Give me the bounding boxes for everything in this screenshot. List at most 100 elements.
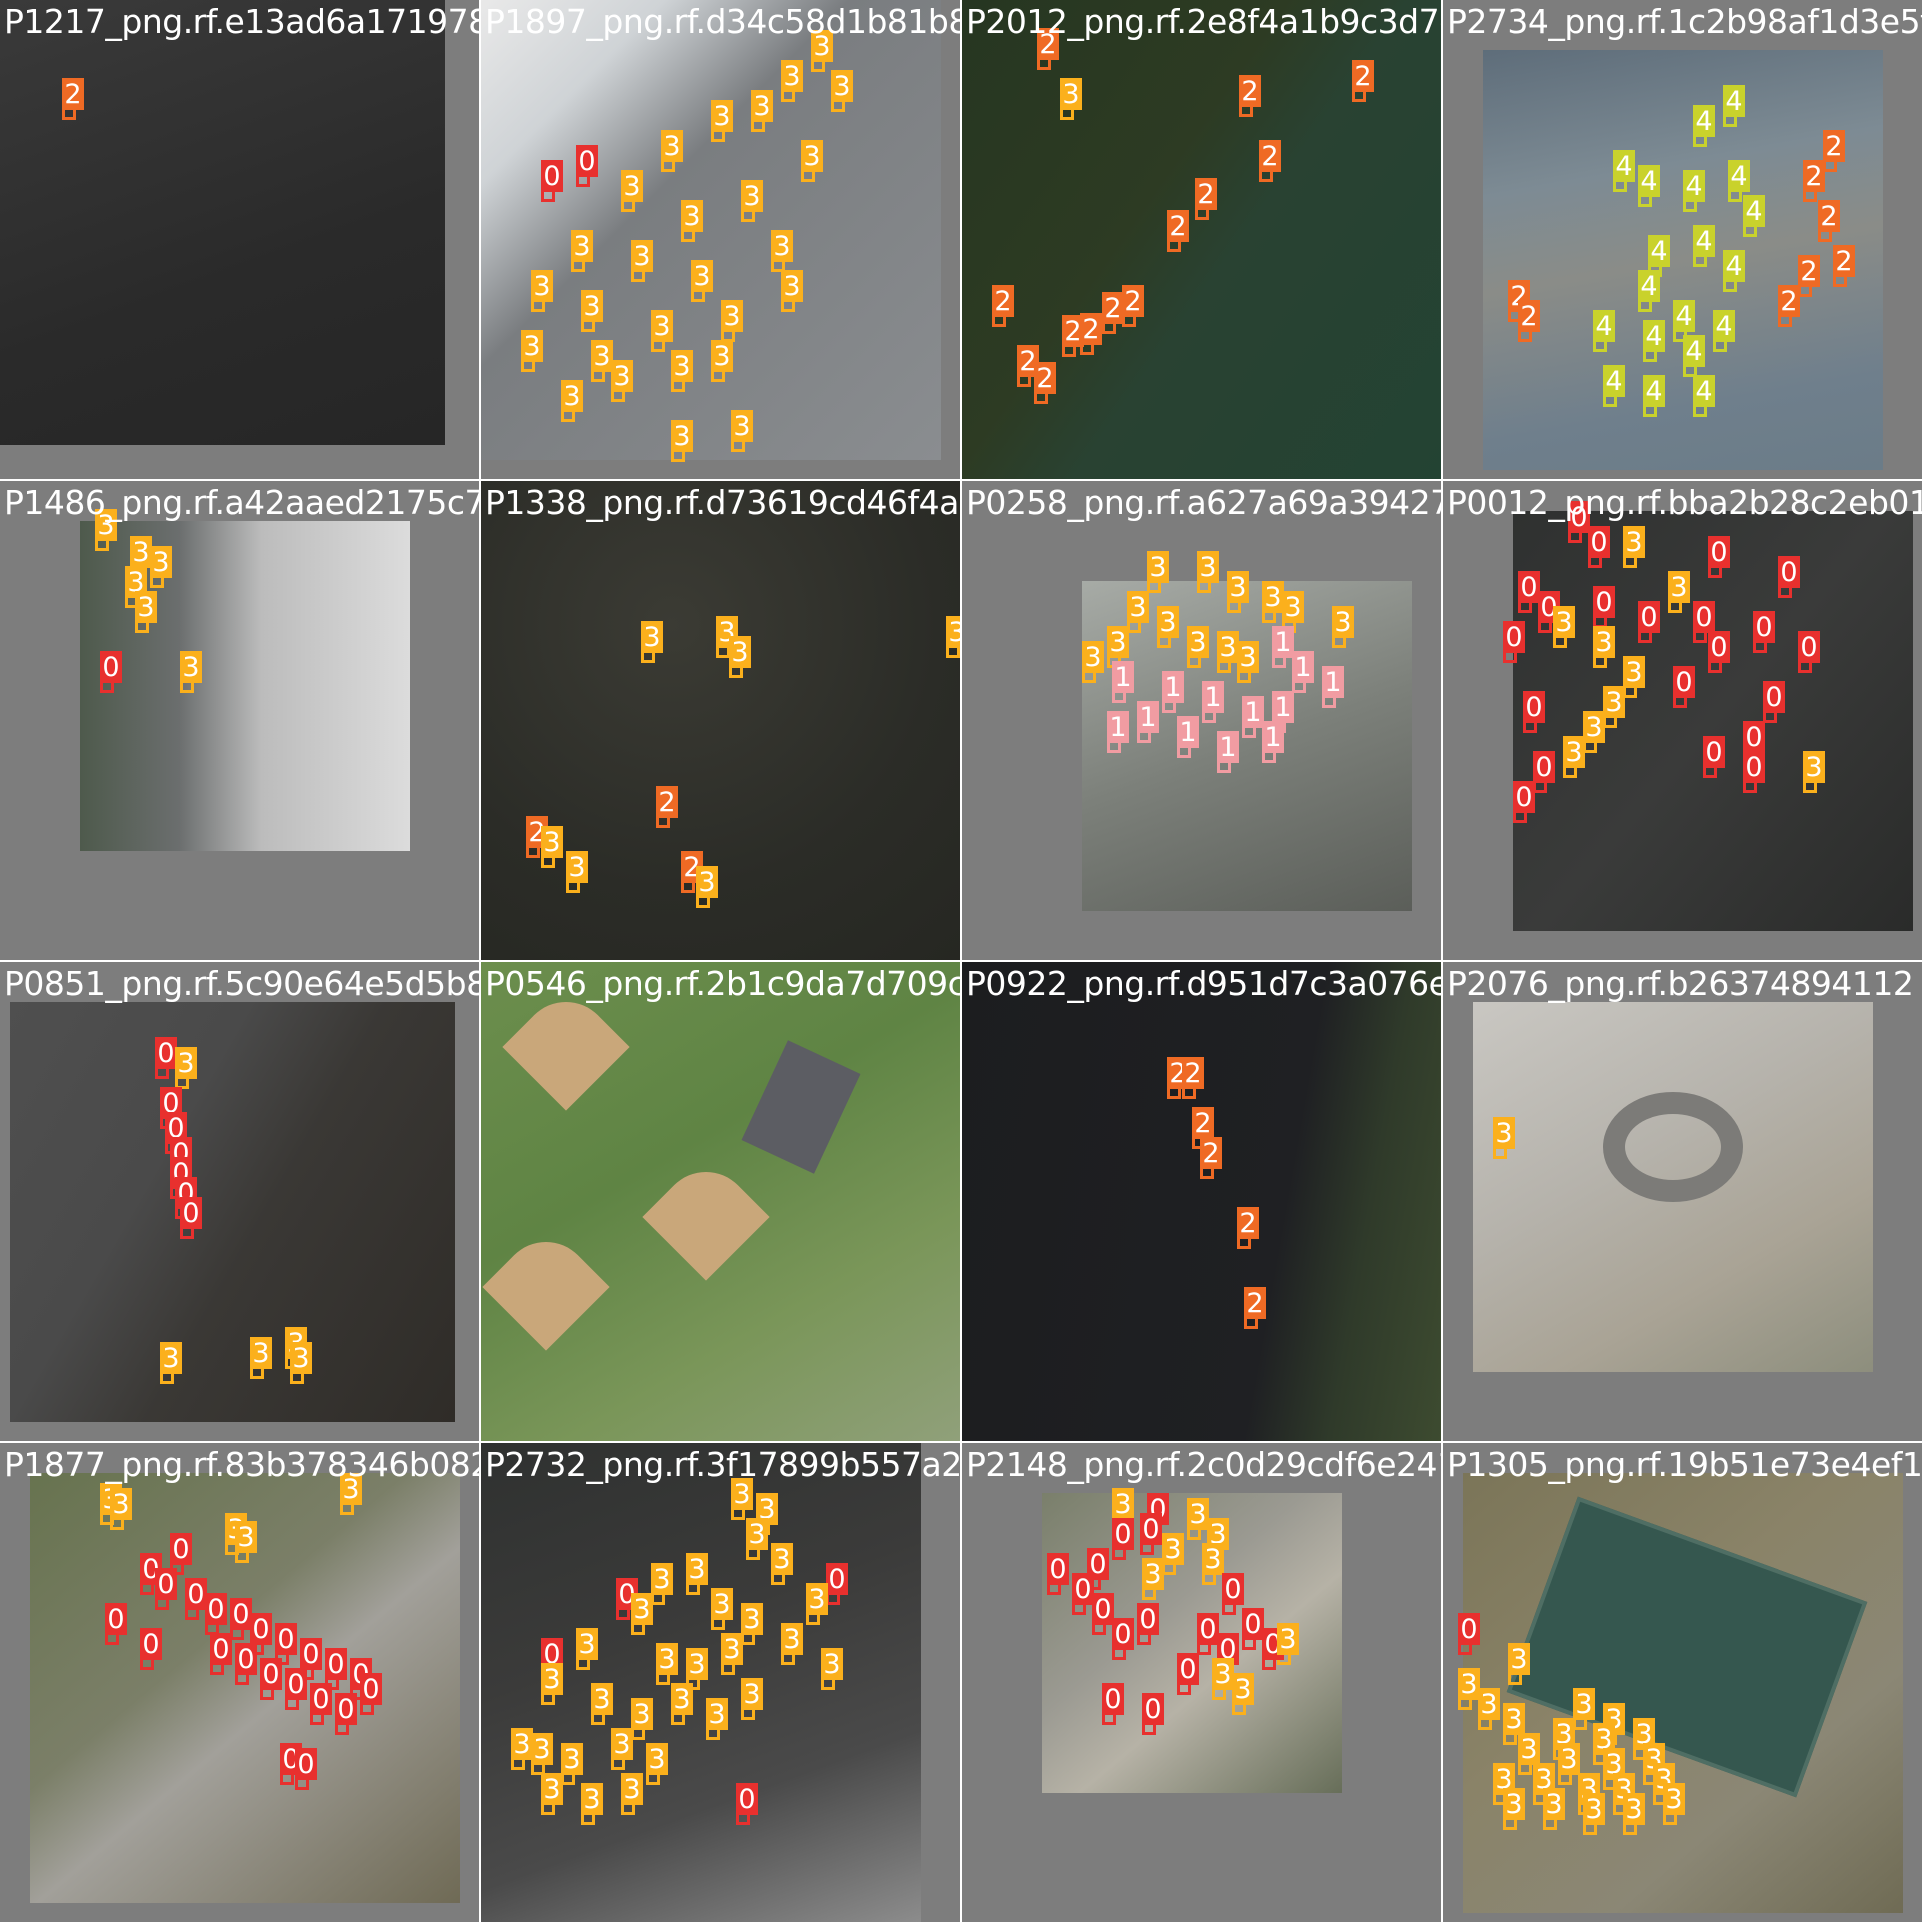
class-label: 3 [561,1743,583,1775]
class-label: 0 [1137,1603,1159,1635]
class-label: 3 [561,380,583,412]
class-label: 3 [1533,1763,1555,1795]
class-label: 4 [1683,170,1705,202]
class-label: 3 [1573,1688,1595,1720]
class-label: 0 [295,1748,317,1780]
class-label: 1 [1322,666,1344,698]
class-label: 0 [170,1533,192,1565]
class-label: 3 [946,616,960,648]
class-label: 3 [1603,686,1625,718]
class-label: 0 [1092,1593,1114,1625]
class-label: 3 [711,1588,733,1620]
class-label: 3 [1493,1763,1515,1795]
class-label: 1 [1217,731,1239,763]
class-label: 0 [300,1638,322,1670]
class-label: 3 [811,30,833,62]
class-label: 3 [175,1047,197,1079]
class-label: 0 [1708,536,1730,568]
class-label: 3 [1202,1543,1224,1575]
class-label: 0 [235,1643,257,1675]
class-label: 3 [1458,1668,1480,1700]
class-label: 3 [631,1698,653,1730]
class-label: 3 [1212,1658,1234,1690]
class-label: 3 [741,180,763,212]
aerial-photo [481,481,960,960]
class-label: 0 [1112,1518,1134,1550]
class-label: 4 [1643,375,1665,407]
class-label: 0 [275,1623,297,1655]
class-label: 0 [1778,556,1800,588]
class-label: 3 [741,1603,763,1635]
class-label: 3 [1478,1688,1500,1720]
tile-filename: P2732_png.rf.3f17899b557a2ddd73 [485,1445,960,1484]
class-label: 0 [205,1593,227,1625]
class-label: 3 [1553,1718,1575,1750]
class-label: 0 [1798,631,1820,663]
class-label: 4 [1638,165,1660,197]
class-label: 3 [806,1583,828,1615]
class-label: 3 [1558,1743,1580,1775]
class-label: 4 [1673,300,1695,332]
class-label: 0 [1197,1613,1219,1645]
class-label: 3 [621,1773,643,1805]
class-label: 3 [1803,751,1825,783]
class-label: 0 [541,160,563,192]
class-label: 2 [1823,130,1845,162]
image-tile: 2 P1217_png.rf.e13ad6a1719789b8dcd8c6b09a… [0,0,479,479]
class-label: 3 [591,1683,613,1715]
class-label: 2 [1237,1207,1259,1239]
aerial-photo [10,1002,455,1422]
class-label: 3 [581,1783,603,1815]
class-label: 0 [105,1603,127,1635]
tile-filename: P1897_png.rf.d34c58d1b81b8c2b4f4a2b0b1f6… [485,2,960,41]
class-label: 3 [1668,571,1690,603]
tile-filename: P2012_png.rf.2e8f4a1b9c3d7e6f5a4b3c2d1e0… [966,2,1441,41]
class-label: 3 [1508,1643,1530,1675]
class-label: 3 [821,1648,843,1680]
class-label: 3 [235,1521,257,1553]
class-label: 2 [1017,345,1039,377]
class-label: 3 [95,509,117,541]
class-label: 3 [1082,641,1104,673]
class-label: 0 [1638,601,1660,633]
class-label: 2 [1259,140,1281,172]
class-label: 0 [1743,721,1765,753]
class-label: 3 [521,330,543,362]
class-label: 3 [1593,626,1615,658]
class-label: 4 [1648,235,1670,267]
image-tile: 2 3 2 2 2 2 2 2 2 2 2 2 2 2 P2012_png.rf.2e8f4a1b9c3d7… [962,0,1441,479]
class-label: 3 [290,1342,312,1374]
class-label: 3 [681,200,703,232]
class-label: 2 [1518,300,1540,332]
class-label: 3 [671,1683,693,1715]
class-label: 3 [651,1563,673,1595]
class-label: 3 [531,1733,553,1765]
class-label: 3 [1518,1733,1540,1765]
class-label: 3 [691,260,713,292]
class-label: 0 [1673,666,1695,698]
class-label: 0 [736,1783,758,1815]
class-label: 0 [335,1693,357,1725]
class-label: 3 [1603,1748,1625,1780]
class-label: 0 [185,1578,207,1610]
class-label: 3 [340,1473,362,1505]
class-label: 1 [1107,711,1129,743]
class-label: 2 [1062,315,1084,347]
class-label: 3 [706,1698,728,1730]
class-label: 0 [826,1563,848,1595]
aerial-photo [80,521,410,851]
class-label: 3 [1583,711,1605,743]
aerial-photo [1513,511,1913,931]
class-label: 4 [1713,310,1735,342]
class-label: 3 [721,1633,743,1665]
class-label: 3 [771,230,793,262]
class-label: 4 [1638,270,1660,302]
class-label: 3 [180,651,202,683]
class-label: 0 [1503,621,1525,653]
tile-filename: P1877_png.rf.83b378346b0827a6 [4,1445,479,1484]
class-label: 1 [1272,626,1294,658]
class-label: 3 [150,546,172,578]
class-label: 3 [130,536,152,568]
class-label: 0 [1222,1573,1244,1605]
class-label: 3 [571,230,593,262]
